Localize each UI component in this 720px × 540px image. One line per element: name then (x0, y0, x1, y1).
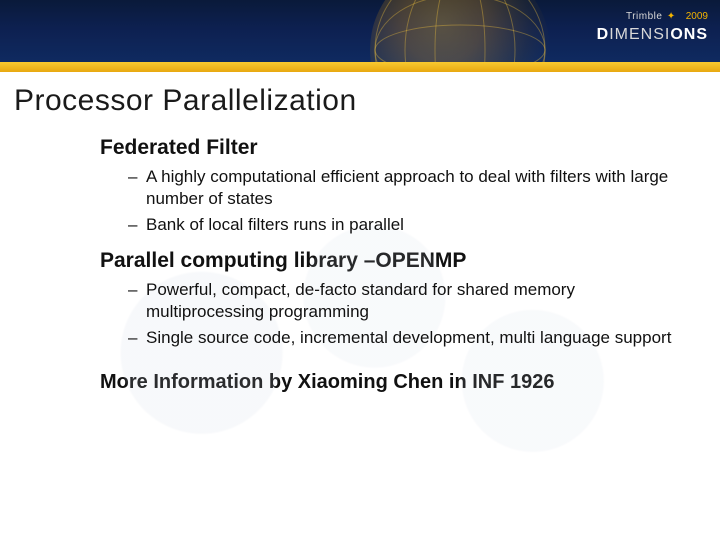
list-item: Bank of local filters runs in parallel (128, 214, 680, 236)
star-icon: ✦ (667, 11, 675, 22)
logo-block: Trimble ✦ 2009 DIMENSIONS (597, 6, 708, 44)
logo-small-line: Trimble ✦ 2009 (597, 6, 708, 24)
brand-main-d: D (597, 26, 610, 43)
section-heading-1: Federated Filter (100, 136, 680, 160)
list-item: A highly computational efficient approac… (128, 166, 680, 210)
section-heading-2: Parallel computing library –OPENMP (100, 249, 680, 273)
footer-note: More Information by Xiaoming Chen in INF… (100, 371, 680, 394)
accent-bar (0, 62, 720, 72)
bullet-list-1: A highly computational efficient approac… (128, 166, 680, 235)
bullet-list-2: Powerful, compact, de-facto standard for… (128, 279, 680, 348)
brand-year: 2009 (686, 11, 708, 22)
list-item: Single source code, incremental developm… (128, 327, 680, 349)
list-item: Powerful, compact, de-facto standard for… (128, 279, 680, 323)
header-band: Trimble ✦ 2009 DIMENSIONS (0, 0, 720, 62)
brand-main-mid: IMENSI (609, 26, 670, 43)
content-area: Federated Filter A highly computational … (100, 136, 680, 394)
brand-main: DIMENSIONS (597, 26, 708, 44)
brand-small: Trimble (626, 11, 662, 22)
slide-title: Processor Parallelization (14, 84, 720, 118)
brand-main-end: ONS (670, 26, 708, 43)
globe-grid-icon (370, 0, 550, 62)
slide: Trimble ✦ 2009 DIMENSIONS Processor Para… (0, 0, 720, 540)
